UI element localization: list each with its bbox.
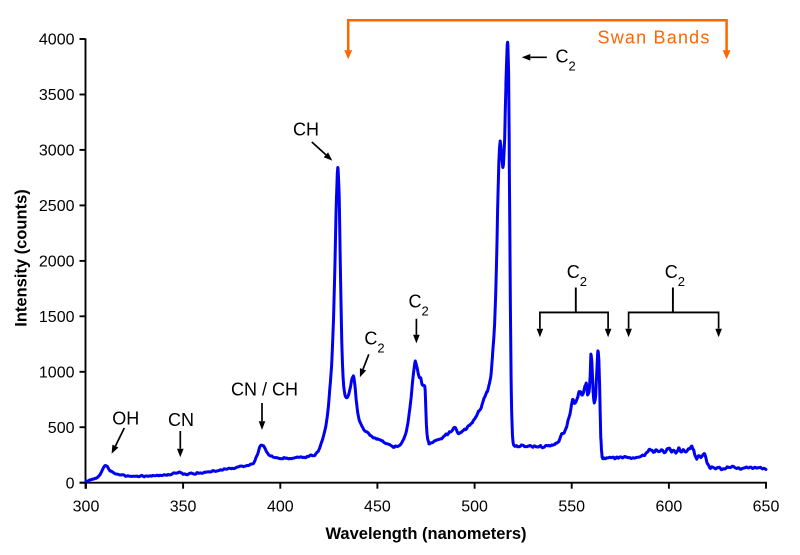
svg-text:OH: OH (112, 408, 139, 428)
svg-text:500: 500 (48, 420, 75, 437)
svg-text:600: 600 (656, 498, 683, 515)
svg-text:CH: CH (293, 120, 319, 140)
svg-text:1500: 1500 (39, 309, 75, 326)
svg-text:CN / CH: CN / CH (231, 379, 298, 399)
svg-text:Wavelength (nanometers): Wavelength (nanometers) (325, 525, 526, 543)
svg-text:350: 350 (170, 498, 197, 515)
svg-text:0: 0 (66, 475, 75, 492)
svg-text:300: 300 (73, 498, 100, 515)
svg-text:4000: 4000 (39, 32, 75, 49)
svg-text:3500: 3500 (39, 87, 75, 104)
svg-text:CN: CN (168, 410, 194, 430)
svg-text:3000: 3000 (39, 143, 75, 160)
svg-text:Intensity (counts): Intensity (counts) (13, 189, 31, 327)
svg-text:650: 650 (753, 498, 780, 515)
svg-text:550: 550 (558, 498, 585, 515)
svg-text:2000: 2000 (39, 254, 75, 271)
svg-text:400: 400 (267, 498, 294, 515)
svg-text:450: 450 (364, 498, 391, 515)
svg-text:Swan Bands: Swan Bands (598, 28, 711, 48)
svg-text:2500: 2500 (39, 198, 75, 215)
svg-text:500: 500 (461, 498, 488, 515)
svg-text:1000: 1000 (39, 364, 75, 381)
